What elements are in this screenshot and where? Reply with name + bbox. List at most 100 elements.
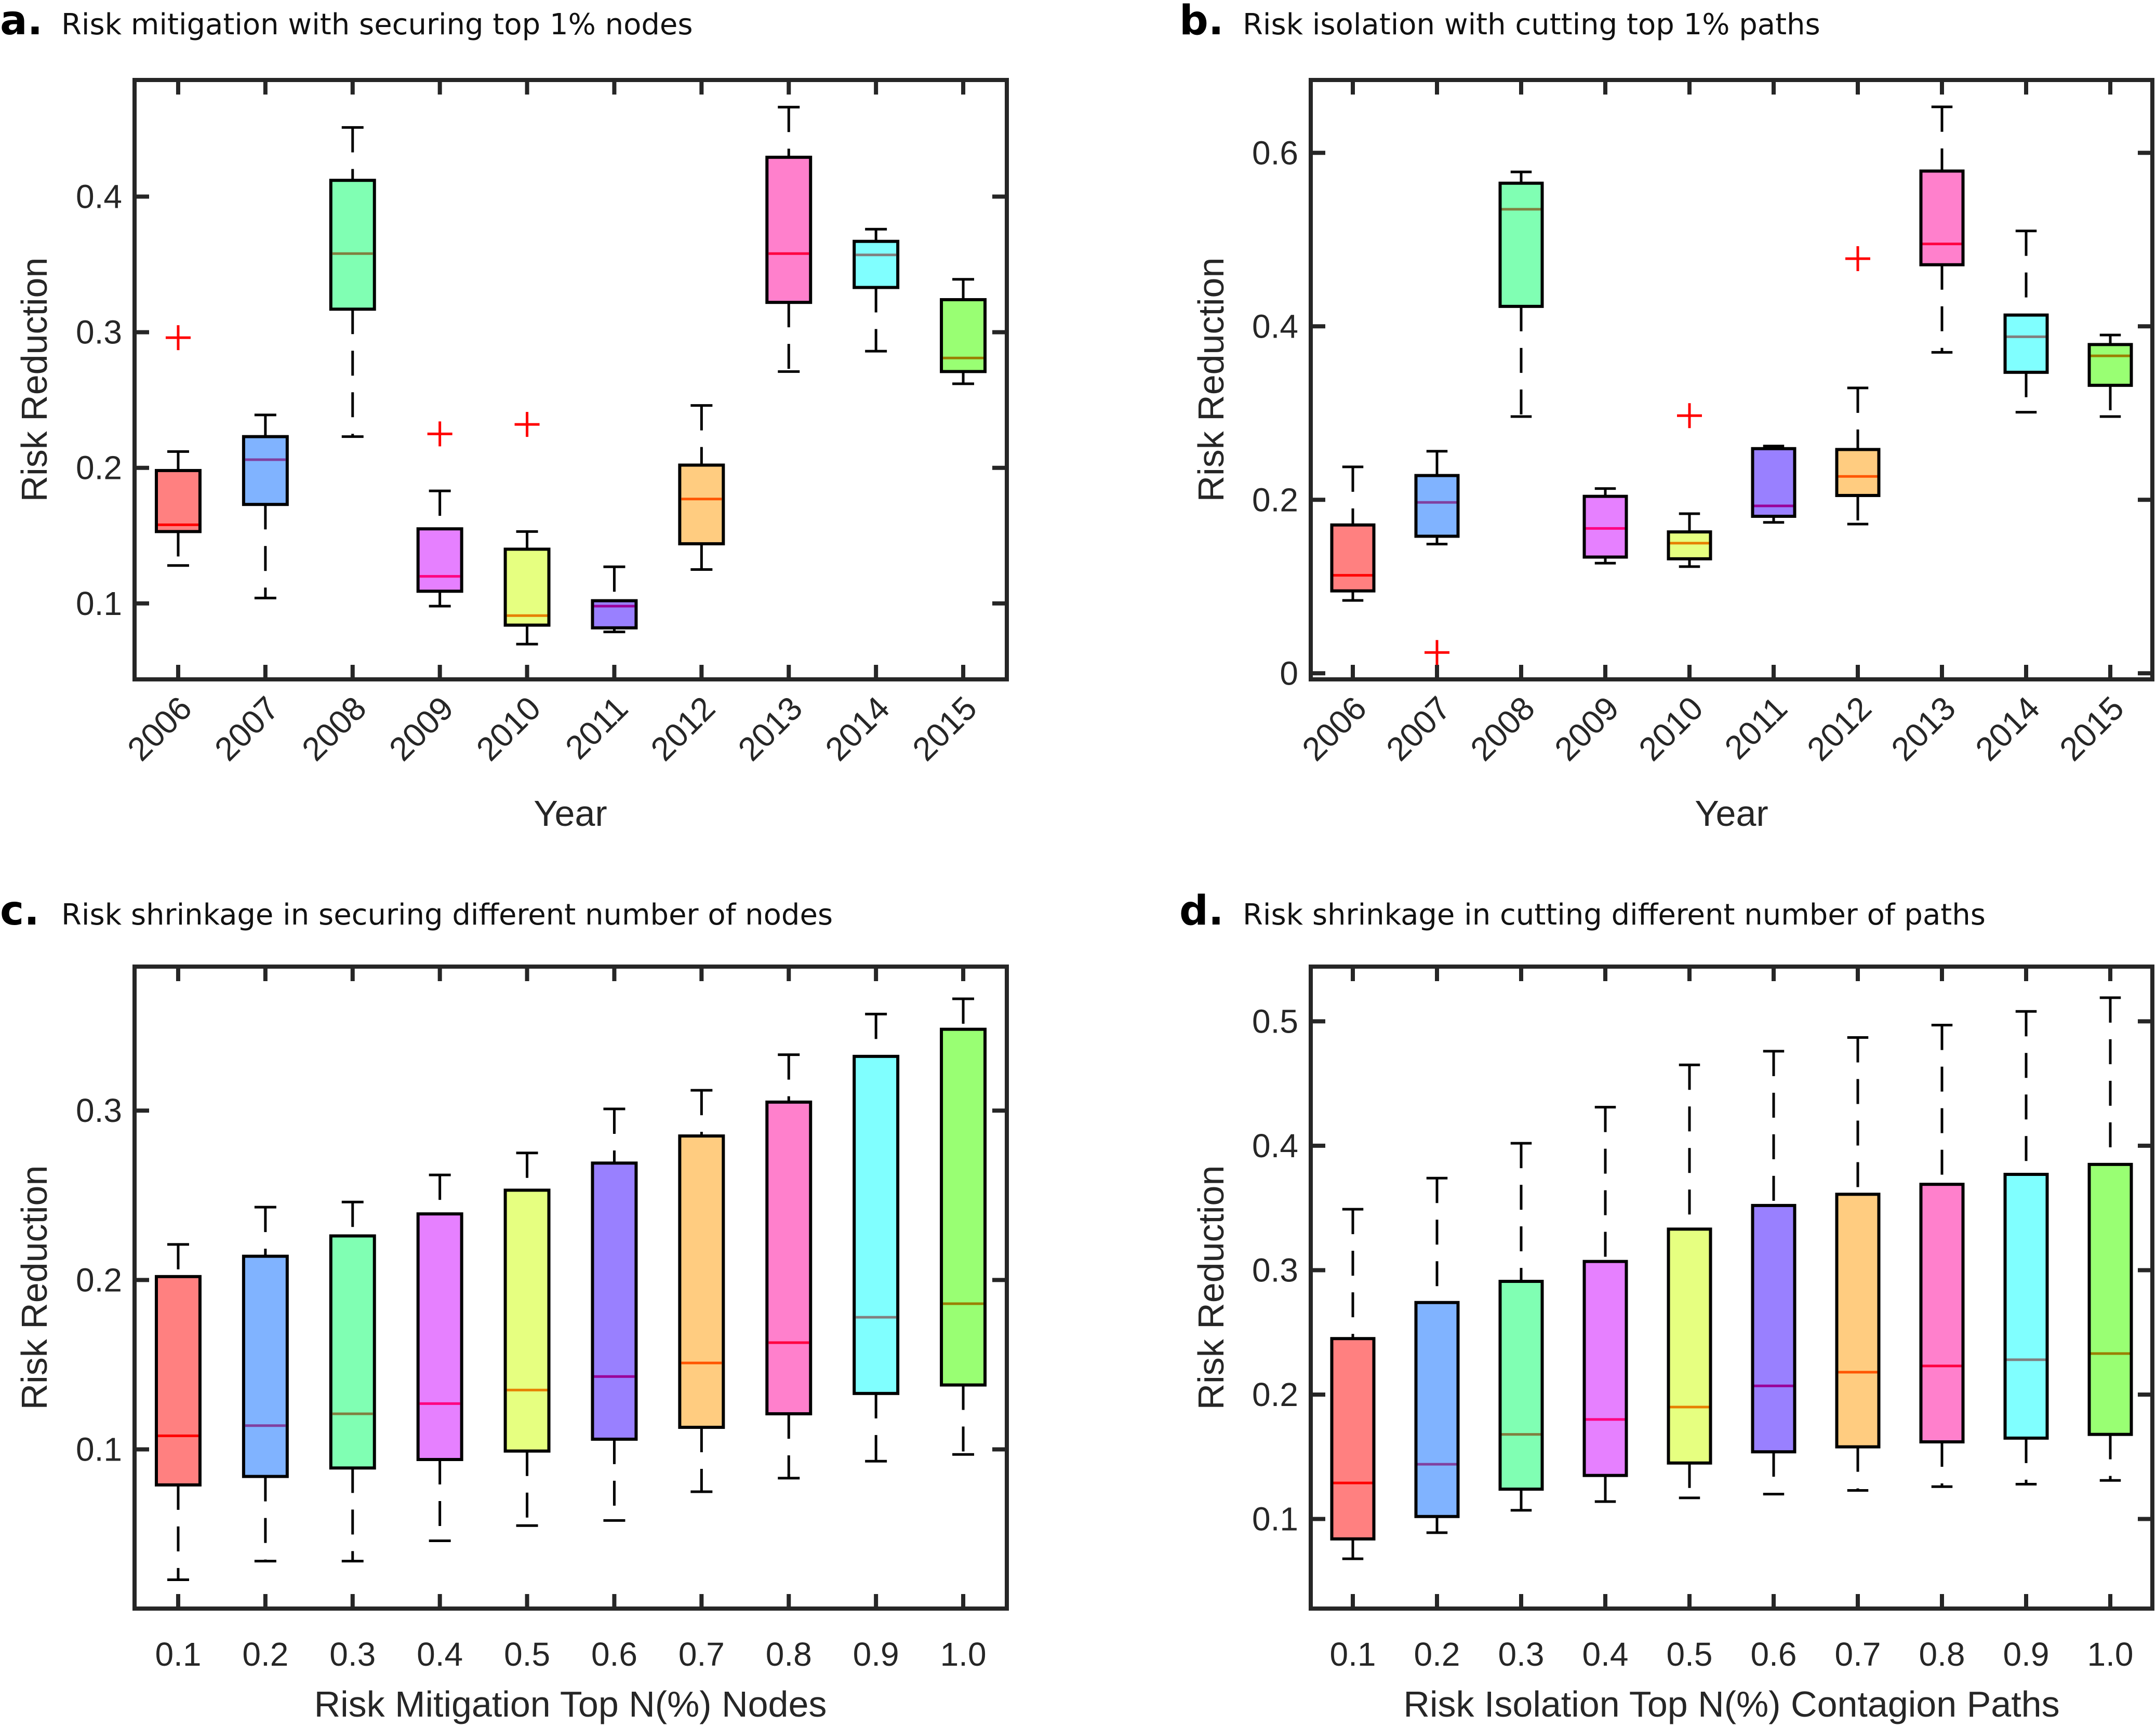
x-tick-label: 0.6 [1751,1636,1797,1673]
y-tick-label: 0.2 [76,1261,122,1298]
iqr-box [2087,1162,2133,1436]
panel-a: a. Risk mitigation with securing top 1% … [0,0,1009,834]
iqr-box [1582,1260,1628,1477]
x-tick-label: 2008 [1463,689,1542,768]
y-tick-label: 0.3 [76,314,122,351]
box-plot-0.3 [1498,1142,1544,1512]
x-tick-label: 2010 [1631,689,1710,768]
iqr-box [1751,1203,1796,1454]
x-tick-label: 2011 [558,689,635,766]
x-axis-label: Risk Isolation Top N(%) Contagion Paths [1403,1684,2059,1724]
x-tick-label: 0.3 [329,1636,376,1673]
box-plot-0.1 [154,1243,202,1582]
x-tick-label: 0.2 [242,1636,288,1673]
iqr-box [154,468,202,533]
box-plot-2012 [678,404,725,571]
iqr-box [416,1212,463,1462]
x-tick-label: 2007 [1379,689,1458,768]
iqr-box [242,435,289,506]
box-plot-0.9 [2003,1010,2049,1485]
iqr-box [1919,169,1965,266]
outlier-marker [165,325,191,351]
box-plot-0.4 [1582,1106,1628,1503]
x-tick-label: 0.5 [504,1636,550,1673]
box-plot-0.5 [1667,1063,1712,1500]
x-tick-label: 2015 [905,689,984,768]
iqr-box [1582,494,1628,559]
y-tick-label: 0.1 [76,1430,122,1468]
x-tick-label: 0.5 [1667,1636,1713,1673]
panel-d: d. Risk shrinkage in cutting different n… [1179,888,2154,1724]
box-plot-2007 [242,413,289,599]
x-tick-label: 1.0 [940,1636,987,1673]
y-tick-label: 0.2 [1252,1376,1298,1413]
box-plot-0.8 [765,1053,813,1480]
iqr-box [2003,1173,2049,1440]
x-tick-label: 2014 [818,689,897,768]
iqr-box [1667,1227,1712,1465]
x-axis-label: Year [1695,793,1768,834]
axes-frame [132,78,1009,681]
x-tick-label: 0.9 [853,1636,899,1673]
box-plot-2006 [1330,465,1376,602]
x-tick-label: 0.7 [1835,1636,1881,1673]
x-tick-label: 0.4 [1582,1636,1629,1673]
x-tick-label: 0.8 [1919,1636,1965,1673]
y-tick-label: 0.1 [1252,1501,1298,1538]
x-tick-label: 0.4 [417,1636,463,1673]
y-tick-label: 0.3 [76,1092,122,1129]
iqr-box [1835,448,1881,497]
iqr-box [1667,530,1712,560]
iqr-box [940,1027,987,1387]
y-axis-label: Risk Reduction [1191,1166,1231,1410]
x-tick-label: 1.0 [2087,1636,2134,1673]
outlier-marker [427,421,453,447]
axes-frame [132,965,1009,1611]
iqr-box [1414,1301,1460,1518]
box-plot-2015 [940,278,987,385]
outlier-marker [1425,640,1449,665]
iqr-box [154,1275,202,1487]
axes-frame [1309,965,2154,1611]
x-tick-label: 0.7 [678,1636,725,1673]
x-axis-label: Risk Mitigation Top N(%) Nodes [314,1684,827,1724]
box-plot-0.6 [591,1107,638,1522]
axes-frame [1309,78,2154,681]
x-tick-label: 2006 [120,689,199,768]
outlier-marker [514,412,540,437]
box-plot-0.2 [1414,1176,1460,1534]
box-plot-2008 [329,126,376,438]
x-tick-label: 2015 [2052,689,2131,768]
iqr-box [591,599,638,630]
box-plot-0.8 [1919,1024,1965,1488]
x-tick-label: 0.6 [591,1636,637,1673]
box-plot-0.2 [242,1206,289,1563]
outlier-marker [1845,246,1870,272]
box-plot-2009 [416,421,463,608]
panel-title: Risk mitigation with securing top 1% nod… [61,8,693,42]
y-axis-label: Risk Reduction [14,1166,55,1410]
iqr-box [1835,1193,1881,1449]
y-tick-label: 0.6 [1252,134,1298,171]
iqr-box [853,239,900,289]
box-plot-0.5 [503,1152,551,1527]
iqr-box [2003,313,2049,374]
box-plot-2009 [1582,487,1628,565]
box-plot-2010 [1667,403,1712,568]
iqr-box [853,1054,900,1395]
box-plot-2008 [1498,170,1544,418]
iqr-box [242,1254,289,1478]
plot-area: 0.1 0.2 0.3 0.4 2006 2007 2008 2009 2010 2011 2012… [76,78,1009,768]
panel-b: b. Risk isolation with cutting top 1% pa… [1179,0,2154,834]
box-plot-2011 [1751,445,1796,524]
iqr-box [1330,1337,1376,1541]
plot-area: 0.1 0.2 0.3 0.4 0.5 0.1 0.2 0.3 0.4 0.5 0.6 0.7 0.8 0… [1252,965,2154,1673]
box-plot-2012 [1835,246,1881,526]
x-tick-label: 2012 [644,689,723,768]
x-tick-label: 2010 [469,689,548,768]
x-axis-label: Year [534,793,607,834]
panel-letter: c. [0,888,39,934]
y-axis-label: Risk Reduction [1191,258,1231,502]
box-plot-2014 [2003,230,2049,414]
